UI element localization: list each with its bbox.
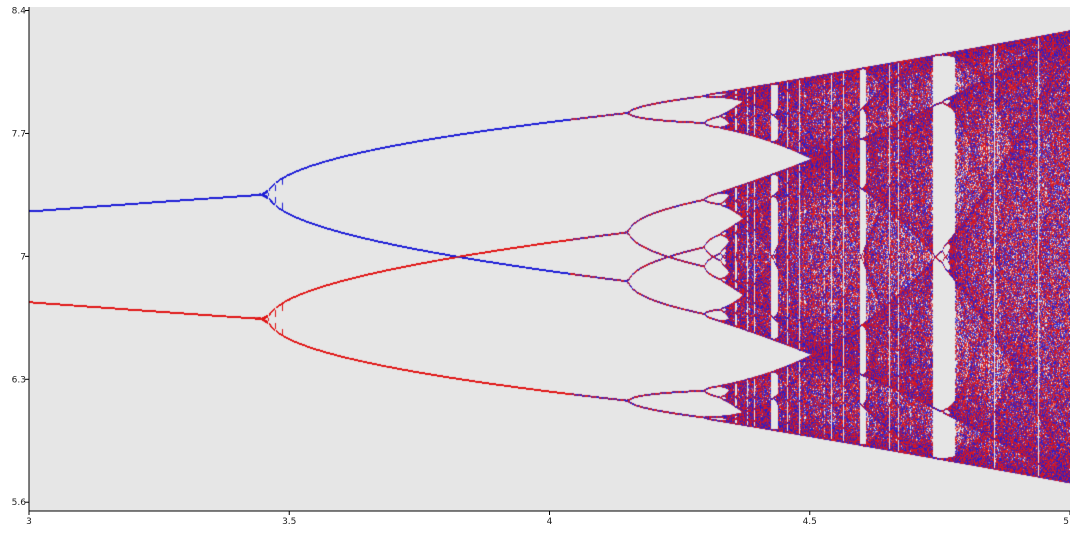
y-tick-label-1: 7.7 — [12, 129, 26, 139]
x-tick-label-2: 4 — [547, 517, 553, 527]
y-tick-label-3: 6.3 — [12, 375, 26, 385]
y-tick-label-0: 8.4 — [12, 7, 27, 17]
x-tick-label-3: 4.5 — [803, 517, 817, 527]
x-tick-label-1: 3.5 — [282, 517, 296, 527]
x-tick-label-4: 5 — [1063, 517, 1069, 527]
y-tick-label-4: 5.6 — [12, 498, 27, 508]
y-tick-label-2: 7 — [20, 252, 26, 262]
x-tick-label-0: 3 — [26, 517, 32, 527]
plot-area — [29, 7, 1070, 511]
